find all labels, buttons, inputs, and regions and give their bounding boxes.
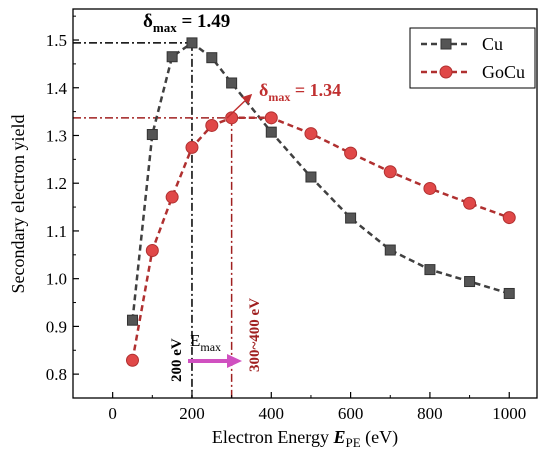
data-point-cu bbox=[146, 129, 158, 141]
data-point-cu bbox=[166, 51, 178, 63]
x-tick-label: 1000 bbox=[492, 404, 526, 423]
gocu-energy-label: 300~400 eV bbox=[247, 298, 263, 372]
series-layer bbox=[125, 37, 516, 367]
data-point-gocu bbox=[185, 140, 199, 154]
x-axis-label: Electron Energy EPE (eV) bbox=[212, 427, 398, 450]
gocu-peak-annotation: δmax = 1.34 bbox=[259, 80, 341, 104]
data-point-gocu bbox=[125, 353, 139, 367]
y-tick-label: 1.1 bbox=[46, 222, 67, 241]
data-point-gocu bbox=[304, 127, 318, 141]
y-tick-label: 1.3 bbox=[46, 126, 67, 145]
y-tick-label: 1.0 bbox=[46, 270, 67, 289]
plot-frame bbox=[72, 8, 538, 399]
axis-ticks: 0 200 400 600 800 1000 0.8 0.9 1.0 1.1 1.2 1.3 1.4 1.… bbox=[46, 15, 526, 423]
legend-cu-label: Cu bbox=[482, 34, 503, 54]
data-point-gocu bbox=[463, 196, 477, 210]
data-point-cu bbox=[126, 314, 138, 326]
data-point-gocu bbox=[225, 111, 239, 125]
x-tick-label: 200 bbox=[179, 404, 205, 423]
legend-gocu-marker bbox=[439, 65, 453, 79]
x-tick-label: 400 bbox=[259, 404, 285, 423]
gocu-peak-arrow bbox=[226, 93, 253, 119]
data-point-cu bbox=[345, 212, 357, 224]
legend-gocu-label: GoCu bbox=[482, 62, 525, 82]
data-point-cu bbox=[206, 52, 218, 64]
y-tick-label: 1.4 bbox=[46, 79, 68, 98]
data-point-cu bbox=[186, 37, 198, 49]
emax-label: Emax bbox=[190, 331, 221, 354]
legend-box bbox=[409, 27, 536, 89]
data-point-gocu bbox=[423, 181, 437, 195]
legend-cu-marker bbox=[440, 38, 452, 50]
x-tick-label: 0 bbox=[108, 404, 117, 423]
y-tick-label: 0.8 bbox=[46, 365, 67, 384]
data-point-cu bbox=[265, 126, 277, 138]
data-point-gocu bbox=[145, 244, 159, 258]
data-point-gocu bbox=[502, 211, 516, 225]
reference-lines bbox=[73, 42, 272, 398]
data-point-cu bbox=[464, 276, 476, 288]
series-line-gocu bbox=[131, 116, 510, 361]
data-point-cu bbox=[503, 287, 515, 299]
y-axis-label: Secondary electron yield bbox=[8, 115, 28, 294]
y-tick-label: 1.2 bbox=[46, 174, 67, 193]
legend: Cu GoCu bbox=[409, 27, 536, 89]
data-point-cu bbox=[305, 171, 317, 183]
data-point-gocu bbox=[344, 146, 358, 160]
y-tick-label: 0.9 bbox=[46, 317, 67, 336]
emax-arrow-head bbox=[227, 354, 242, 368]
data-point-gocu bbox=[205, 118, 219, 132]
data-point-gocu bbox=[264, 111, 278, 125]
cu-peak-annotation: δmax = 1.49 bbox=[143, 11, 230, 35]
data-point-cu bbox=[226, 77, 238, 89]
y-tick-label: 1.5 bbox=[46, 31, 67, 50]
cu-energy-label: 200 eV bbox=[169, 338, 185, 382]
data-point-cu bbox=[384, 244, 396, 256]
x-tick-label: 600 bbox=[338, 404, 364, 423]
x-tick-label: 800 bbox=[417, 404, 443, 423]
data-point-cu bbox=[424, 264, 436, 276]
data-point-gocu bbox=[383, 165, 397, 179]
data-point-gocu bbox=[165, 190, 179, 204]
